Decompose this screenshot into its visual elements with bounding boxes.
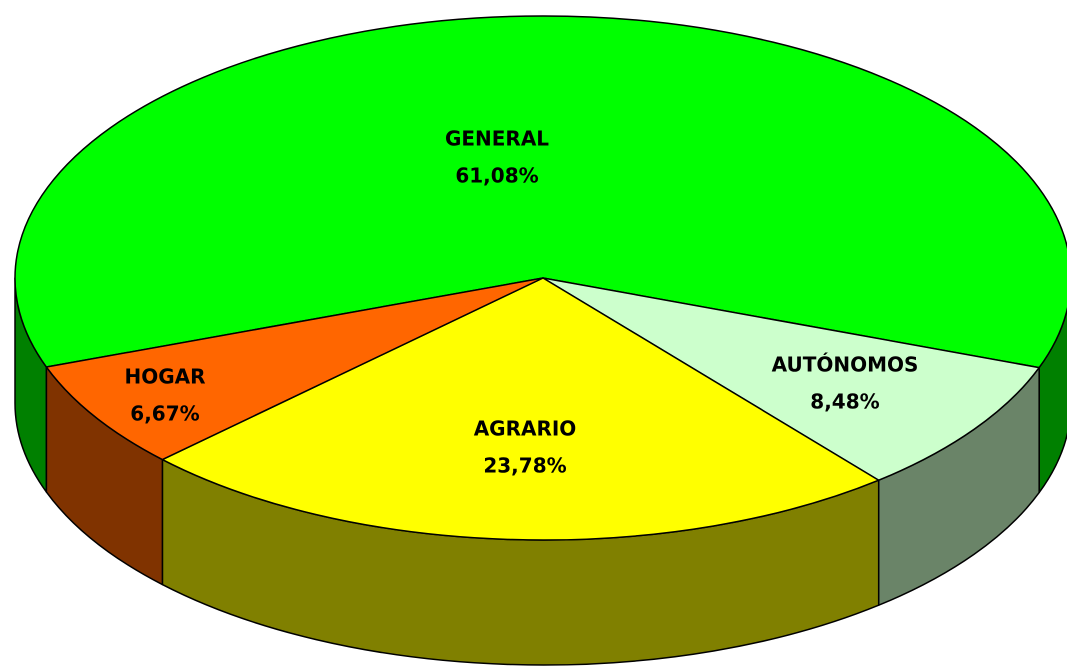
slice-label: AGRARIO [474,417,577,441]
slice-label: GENERAL [445,127,549,151]
slice-value-label: 6,67% [130,402,199,426]
slice [45,277,544,461]
slice-label: AUTÓNOMOS [772,353,919,377]
slice [14,15,1067,369]
slice [161,277,880,541]
slice-tops [14,15,1067,541]
slice-label: HOGAR [124,365,205,389]
slice-value-label: 61,08% [455,164,538,188]
slice [542,277,1040,481]
slice-value-label: 23,78% [483,454,566,478]
slice-value-label: 8,48% [810,390,879,414]
